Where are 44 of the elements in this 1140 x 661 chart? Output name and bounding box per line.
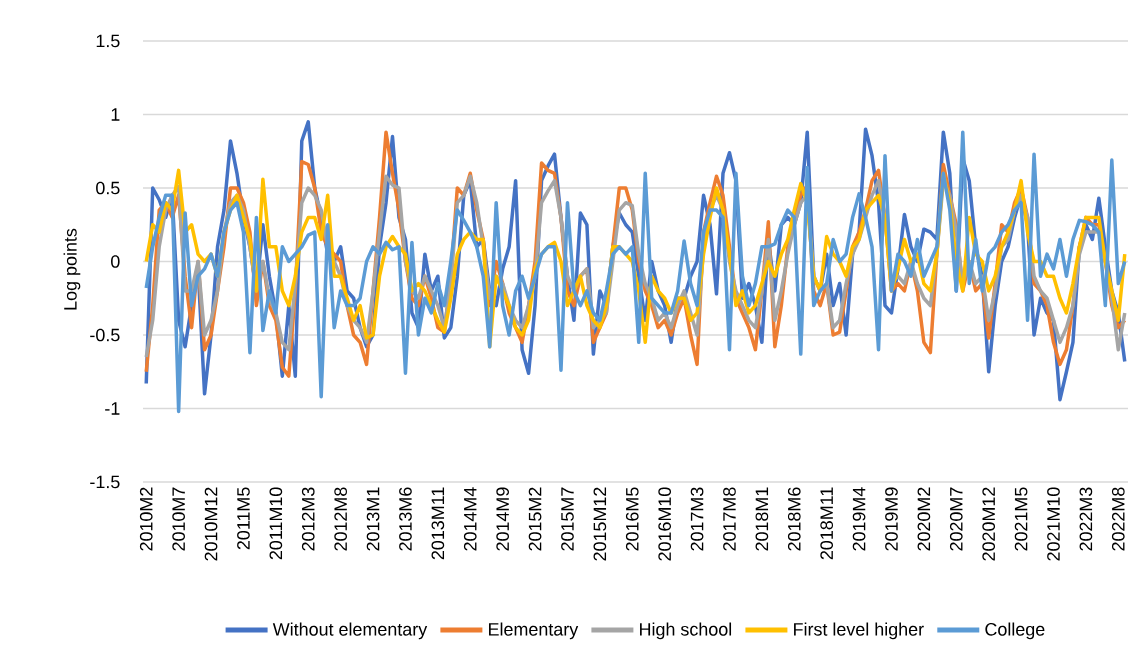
x-tick-label: 2018M6 — [787, 487, 801, 551]
x-tick-label: 2020M2 — [917, 487, 931, 551]
x-tick-label: 2016M5 — [625, 487, 639, 551]
y-tick-label: 0.5 — [96, 181, 120, 195]
x-tick-label: 2015M7 — [561, 487, 574, 551]
legend-label: Without elementary — [272, 622, 428, 640]
legend-label: High school — [640, 622, 732, 640]
x-tick-label: 2010M7 — [172, 487, 185, 551]
x-tick-label: 2017M8 — [723, 487, 736, 551]
x-tick-label: 2019M4 — [852, 487, 866, 551]
y-tick-label: 1.5 — [96, 34, 120, 48]
x-tick-label: 2015M2 — [528, 487, 542, 551]
y-tick-label: -0.5 — [90, 328, 120, 342]
x-tick-label: 2020M7 — [949, 487, 963, 551]
x-tick-label: 2016M10 — [658, 487, 672, 561]
x-tick-label: 2014M4 — [463, 487, 477, 551]
x-tick-label: 2011M10 — [269, 487, 283, 560]
x-tick-label: 2021M10 — [1047, 487, 1060, 561]
x-tick-label: 2017M3 — [690, 487, 704, 551]
x-tick-label: 2022M8 — [1111, 487, 1125, 551]
x-tick-label: 2020M12 — [982, 487, 996, 561]
x-tick-label: 2010M12 — [204, 487, 218, 561]
x-tick-label: 2015M12 — [593, 487, 607, 561]
y-tick-label: -1.5 — [90, 475, 120, 489]
x-tick-label: 2014M9 — [496, 487, 509, 551]
legend-label: College — [985, 622, 1045, 640]
x-tick-label: 2013M6 — [399, 487, 412, 551]
x-tick-label: 2019M9 — [885, 487, 898, 551]
y-tick-label: 1 — [111, 108, 120, 121]
x-tick-label: 2021M5 — [1014, 487, 1028, 551]
y-tick-label: 0 — [111, 255, 120, 268]
x-tick-label: 2018M11 — [820, 487, 834, 560]
x-tick-label: 2013M1 — [366, 487, 380, 551]
x-tick-label: 2010M2 — [139, 487, 153, 551]
x-tick-label: 2011M5 — [237, 487, 250, 550]
legend-label: Elementary — [489, 622, 579, 640]
x-tick-label: 2018M1 — [755, 487, 769, 551]
y-axis-title: Log points — [63, 228, 81, 310]
legend-label: First level higher — [794, 622, 924, 640]
x-tick-label: 2012M8 — [334, 487, 347, 551]
x-tick-label: 2022M3 — [1079, 487, 1093, 551]
y-tick-label: -1 — [105, 402, 120, 415]
x-tick-label: 2012M3 — [301, 487, 315, 551]
x-tick-label: 2013M11 — [431, 487, 445, 560]
